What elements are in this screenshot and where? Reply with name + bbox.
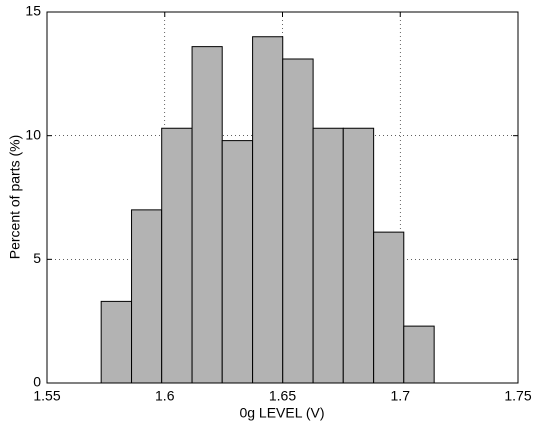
y-tick-label: 10 [25, 126, 41, 142]
bar [312, 127, 344, 384]
bar [131, 209, 163, 384]
bar [191, 46, 223, 384]
bar [373, 231, 405, 384]
bar [403, 325, 435, 384]
bar [342, 127, 375, 384]
x-tick-label: 1.65 [269, 388, 296, 404]
bar [282, 58, 314, 384]
bar [161, 127, 193, 384]
y-tick-label: 0 [33, 374, 41, 390]
x-tick-label: 1.75 [504, 388, 531, 404]
x-tick-label: 1.6 [155, 388, 175, 404]
x-tick-label: 1.55 [33, 388, 60, 404]
x-tick-label: 1.7 [391, 388, 411, 404]
plot-frame [46, 11, 519, 384]
bar [221, 140, 254, 384]
x-axis-label: 0g LEVEL (V) [239, 405, 324, 421]
y-tick-label: 5 [33, 250, 41, 266]
bar [252, 36, 284, 384]
y-axis-label: Percent of parts (%) [7, 135, 23, 260]
y-tick-label: 15 [25, 3, 41, 19]
bar [100, 300, 133, 384]
